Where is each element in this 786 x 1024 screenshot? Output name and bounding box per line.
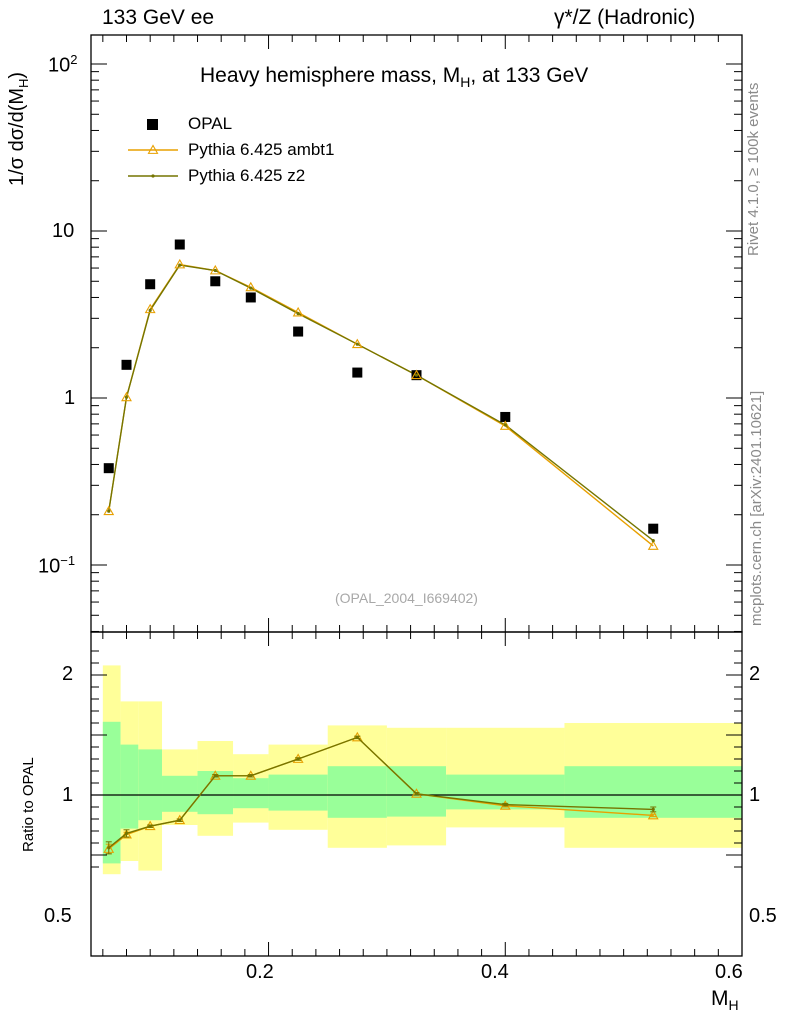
x-tick-0.6: 0.6	[715, 961, 743, 983]
opal-point-4	[210, 276, 221, 287]
x-tick-0.2: 0.2	[246, 961, 274, 983]
ratio-green-band-0	[102, 721, 121, 864]
main-y-axis-label: 1/σ dσ/d(MH)	[6, 71, 31, 186]
opal-point-3	[174, 239, 185, 250]
ratio-z2-point-3	[178, 818, 182, 822]
legend-icon-z2-marker	[151, 174, 155, 178]
main-title: Heavy hemisphere mass, MH, at 133 GeV	[200, 64, 589, 91]
ratio-y-tick-0.5-right: 0.5	[749, 905, 777, 927]
z2-point-9	[503, 423, 507, 427]
main-y-tick-100: 102	[48, 52, 78, 77]
ambt1-point-10	[647, 540, 659, 550]
axis-ticks	[91, 35, 743, 956]
ratio-z2-point-0	[107, 846, 111, 850]
x-tick-0.4: 0.4	[481, 961, 509, 983]
ambt1-point-7	[351, 338, 363, 349]
main-markers	[103, 239, 659, 550]
z2-point-10	[651, 538, 655, 543]
opal-point-1	[121, 359, 132, 370]
ambt1-point-9	[499, 420, 511, 430]
opal-point-10	[648, 523, 659, 534]
ratio-y-tick-1-right: 1	[749, 784, 761, 806]
ratio-green-band-4	[197, 771, 234, 815]
ambt1-point-3	[174, 258, 186, 269]
ratio-green-band-1	[120, 744, 139, 829]
ratio-ambt1-point-3	[174, 814, 186, 825]
opal-point-7	[352, 367, 363, 378]
ratio-mc-lines	[103, 731, 659, 855]
ratio-z2-point-10	[651, 807, 655, 812]
ambt1-point-2	[144, 303, 156, 314]
ratio-frame	[90, 631, 743, 957]
z2-point-6	[296, 312, 300, 316]
ratio-y-tick-2-right: 2	[749, 663, 761, 685]
ratio-ambt1-point-8	[411, 788, 422, 798]
ratio-z2-point-5	[249, 774, 253, 778]
analysis-watermark: (OPAL_2004_I669402)	[335, 590, 478, 606]
ratio-y-tick-2: 2	[62, 663, 74, 685]
opal-point-9	[500, 411, 511, 422]
ratio-y-tick-1: 1	[62, 784, 74, 806]
ratio-ambt1-point-10	[647, 809, 659, 820]
mcplots-info: mcplots.cern.ch [arXiv:2401.10621]	[748, 390, 765, 626]
ratio-green-band-2	[138, 749, 163, 821]
ratio-z2-point-6	[296, 757, 300, 761]
ambt1-point-5	[245, 281, 257, 292]
opal-point-6	[293, 326, 304, 337]
ambt1-point-4	[209, 264, 221, 275]
ratio-z2-point-8	[414, 792, 419, 796]
ratio-uncertainty-bands	[102, 665, 742, 875]
ambt1-point-1	[121, 391, 132, 402]
ratio-z2-point-4	[213, 774, 217, 778]
x-axis-label: MH	[711, 987, 739, 1014]
opal-point-5	[245, 292, 256, 303]
ratio-green-band-3	[162, 775, 198, 812]
opal-point-2	[145, 279, 156, 290]
ratio-y-tick-0.5: 0.5	[44, 905, 72, 927]
ratio-green-band-7	[327, 766, 387, 818]
legend-icon-ambt1-marker	[147, 144, 159, 154]
ratio-z2-point-9	[503, 803, 507, 807]
main-y-tick-0.1: 10−1	[38, 553, 76, 578]
z2-point-2	[148, 308, 152, 312]
ratio-green-band-6	[268, 774, 328, 811]
z2-point-8	[414, 373, 419, 377]
ratio-y-axis-label: Ratio to OPAL	[20, 757, 37, 852]
legend-label-ambt1: Pythia 6.425 ambt1	[188, 140, 335, 159]
ratio-z2-point-1	[124, 831, 129, 836]
ratio-ambt1-point-1	[121, 828, 132, 839]
ratio-green-band-5	[233, 778, 269, 809]
ambt1-point-0	[103, 505, 115, 516]
main-y-tick-1: 1	[64, 387, 76, 409]
ratio-z2-point-7	[355, 735, 359, 740]
z2-point-1	[124, 395, 129, 399]
legend-label-opal: OPAL	[188, 114, 233, 133]
ratio-z2-point-2	[148, 824, 152, 828]
z2-point-3	[178, 263, 182, 267]
main-line-2	[108, 264, 654, 542]
opal-point-0	[103, 463, 114, 474]
rivet-info: Rivet 4.1.0, ≥ 100k events	[745, 82, 762, 256]
header-process: γ*/Z (Hadronic)	[554, 6, 696, 29]
z2-point-4	[213, 268, 217, 273]
legend-label-z2: Pythia 6.425 z2	[188, 166, 306, 185]
z2-point-0	[107, 509, 111, 513]
main-line-1	[108, 263, 654, 547]
ambt1-point-8	[411, 369, 422, 380]
main-mc-lines	[108, 263, 654, 547]
legend-icons	[128, 119, 178, 178]
ambt1-point-6	[292, 306, 304, 317]
z2-point-5	[249, 286, 253, 290]
header-energy: 133 GeV ee	[102, 6, 215, 29]
z2-point-7	[355, 342, 359, 346]
legend-icon-opal	[147, 119, 158, 130]
ratio-ambt1-point-7	[351, 731, 363, 742]
main-y-tick-10: 10	[52, 220, 75, 242]
